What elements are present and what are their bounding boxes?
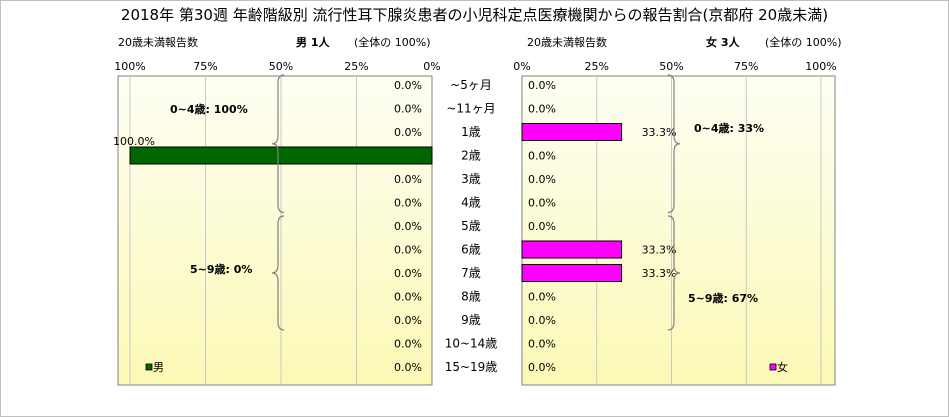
female-value-label: 0.0% [528,361,556,374]
female-value-label: 0.0% [528,150,556,163]
right-brace-5-9 [667,215,681,331]
right-tick-label: 100% [805,60,836,73]
category-label: 15~19歳 [445,360,498,374]
female-value-label: 0.0% [528,197,556,210]
left-brace-0-4 [271,74,285,214]
left-tick-label: 50% [269,60,293,73]
left-plot-area [117,75,433,386]
male-value-label: 100.0% [113,135,155,148]
category-label: 9歳 [461,313,481,327]
category-label: 10~14歳 [445,337,498,351]
right-sex-count-text: 女 3人 [706,36,740,49]
right-brace-label-0-4: 0~4歳: 33% [694,121,764,135]
male-value-label: 0.0% [394,267,422,280]
category-label: 2歳 [461,149,481,163]
right-tick-label: 50% [659,60,683,73]
right-count-label: 20歳未満報告数 [527,36,607,49]
left-total: (全体の 100%) [354,36,431,49]
female-value-label: 0.0% [528,103,556,116]
male-bar [129,146,433,165]
category-label: ~11ヶ月 [446,102,495,116]
left-count-label: 20歳未満報告数 [118,36,198,49]
category-label: 4歳 [461,196,481,210]
left-tick-label: 0% [423,60,440,73]
category-label: 7歳 [461,266,481,280]
male-value-label: 0.0% [394,79,422,92]
male-value-label: 0.0% [394,244,422,257]
category-label: 1歳 [461,125,481,139]
category-label: 5歳 [461,219,481,233]
left-sex-count: 男 1人 [296,34,329,50]
category-label: ~5ヶ月 [450,78,492,92]
left-sex-count-text: 男 1人 [296,36,330,49]
male-value-label: 0.0% [394,103,422,116]
right-tick-label: 25% [585,60,609,73]
male-value-label: 0.0% [394,173,422,186]
female-value-label: 33.3% [642,244,677,257]
chart-title: 2018年 第30週 年齢階級別 流行性耳下腺炎患者の小児科定点医療機関からの報… [120,6,829,24]
category-label: 6歳 [461,243,481,257]
male-value-label: 0.0% [394,197,422,210]
male-legend-swatch [145,363,153,371]
female-bar [521,240,623,259]
female-value-label: 0.0% [528,79,556,92]
female-value-label: 33.3% [642,126,677,139]
female-value-label: 0.0% [528,173,556,186]
male-value-label: 0.0% [394,361,422,374]
right-brace-0-4 [667,74,681,214]
male-value-label: 0.0% [394,338,422,351]
female-value-label: 0.0% [528,338,556,351]
female-value-label: 0.0% [528,314,556,327]
male-legend-label: 男 [153,361,164,374]
right-sex-count: 女 3人 [706,34,739,50]
male-value-label: 0.0% [394,291,422,304]
female-value-label: 0.0% [528,291,556,304]
category-label: 3歳 [461,172,481,186]
male-value-label: 0.0% [394,314,422,327]
male-value-label: 0.0% [394,126,422,139]
right-plot-area [521,75,836,386]
left-tick-label: 25% [344,60,368,73]
right-total: (全体の 100%) [765,36,842,49]
right-brace-label-5-9: 5~9歳: 67% [688,291,758,305]
left-brace-label-0-4: 0~4歳: 100% [170,102,248,116]
female-legend-label: 女 [777,360,788,374]
category-label: 8歳 [461,290,481,304]
female-value-label: 0.0% [528,220,556,233]
left-tick-label: 75% [193,60,217,73]
left-brace-5-9 [271,215,285,331]
right-tick-label: 0% [513,60,530,73]
left-tick-label: 100% [114,60,145,73]
right-tick-label: 75% [734,60,758,73]
female-bar [521,264,623,282]
female-bar [521,123,623,141]
male-value-label: 0.0% [394,220,422,233]
left-brace-label-5-9: 5~9歳: 0% [190,262,252,276]
female-value-label: 33.3% [642,267,677,280]
female-legend-swatch [769,363,777,371]
